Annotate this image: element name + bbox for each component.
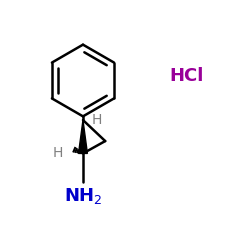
Text: NH$_2$: NH$_2$ <box>64 186 102 206</box>
Text: HCl: HCl <box>170 66 204 84</box>
Text: H: H <box>53 146 63 160</box>
Text: H: H <box>92 112 102 126</box>
Polygon shape <box>78 120 88 154</box>
